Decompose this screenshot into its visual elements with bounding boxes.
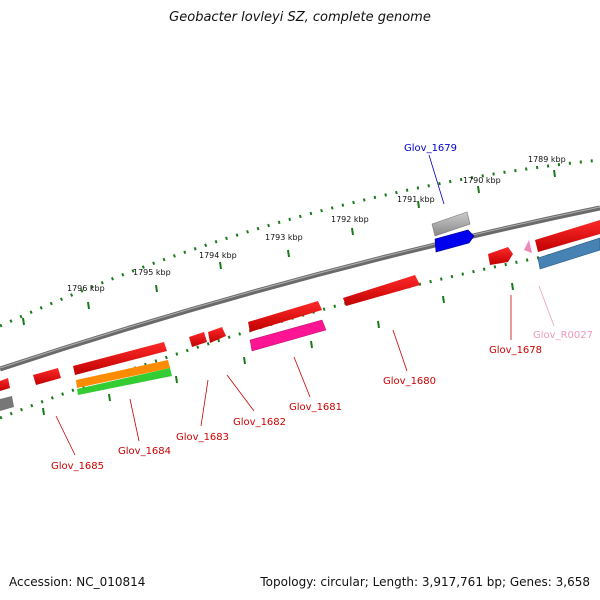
ruler-label-1791: 1791 kbp xyxy=(397,195,435,204)
leader-glov-1679 xyxy=(428,154,445,205)
ruler-label-1789: 1789 kbp xyxy=(528,155,566,164)
leader-glov-1681 xyxy=(293,356,311,398)
gene-steelblue[interactable] xyxy=(537,237,600,270)
gene-left-edge-grey[interactable] xyxy=(0,396,14,411)
label-glov-r0027: Glov_R0027 xyxy=(533,330,593,341)
outer-major-ticks xyxy=(22,169,556,326)
gene-glov-1678-right-top[interactable] xyxy=(535,220,600,252)
label-glov-1680: Glov_1680 xyxy=(383,376,436,387)
label-glov-1679: Glov_1679 xyxy=(404,143,457,154)
ruler-label-1794: 1794 kbp xyxy=(199,251,237,260)
gene-glov-1679-grey[interactable] xyxy=(431,211,471,237)
outer-ruler-track xyxy=(0,158,600,328)
trna-glov-r0027[interactable] xyxy=(524,240,532,253)
gene-glov-1681-red[interactable] xyxy=(248,301,322,332)
gene-glov-1684-green[interactable] xyxy=(77,368,172,395)
gene-glov-1678[interactable] xyxy=(488,247,513,265)
gene-glov-1684-red[interactable] xyxy=(73,342,167,375)
label-glov-1682: Glov_1682 xyxy=(233,417,286,428)
genome-backbone xyxy=(0,205,600,372)
leader-glov-1682 xyxy=(226,374,255,412)
label-glov-1684: Glov_1684 xyxy=(118,446,171,457)
gene-left-edge-red[interactable] xyxy=(0,378,10,391)
ruler-label-1795: 1795 kbp xyxy=(133,268,171,277)
label-glov-1683: Glov_1683 xyxy=(176,432,229,443)
ruler-label-1792: 1792 kbp xyxy=(331,215,369,224)
leader-glov-r0027 xyxy=(538,285,555,327)
label-glov-1681: Glov_1681 xyxy=(289,402,342,413)
leader-glov-1680 xyxy=(392,329,408,372)
gene-glov-1682[interactable] xyxy=(208,327,226,343)
ruler-label-1790: 1790 kbp xyxy=(463,176,501,185)
label-glov-1678: Glov_1678 xyxy=(489,345,542,356)
ruler-label-1796: 1796 kbp xyxy=(67,284,105,293)
gene-glov-1679[interactable] xyxy=(434,229,475,253)
label-glov-1685: Glov_1685 xyxy=(51,461,104,472)
gene-glov-1685[interactable] xyxy=(33,368,61,385)
genome-summary-text: Topology: circular; Length: 3,917,761 bp… xyxy=(260,575,590,589)
ruler-label-1793: 1793 kbp xyxy=(265,233,303,242)
rrna-glov-1681[interactable] xyxy=(249,319,327,352)
gene-glov-1680[interactable] xyxy=(343,275,420,306)
leader-glov-1684 xyxy=(129,398,140,442)
inner-major-ticks xyxy=(42,282,514,416)
leader-glov-1683 xyxy=(200,379,209,427)
map-title: Geobacter lovleyi SZ, complete genome xyxy=(169,10,431,25)
gene-glov-1684-orange[interactable] xyxy=(76,360,170,388)
gene-glov-1683[interactable] xyxy=(189,332,207,347)
accession-text: Accession: NC_010814 xyxy=(9,575,146,589)
leader-glov-1685 xyxy=(55,415,76,456)
